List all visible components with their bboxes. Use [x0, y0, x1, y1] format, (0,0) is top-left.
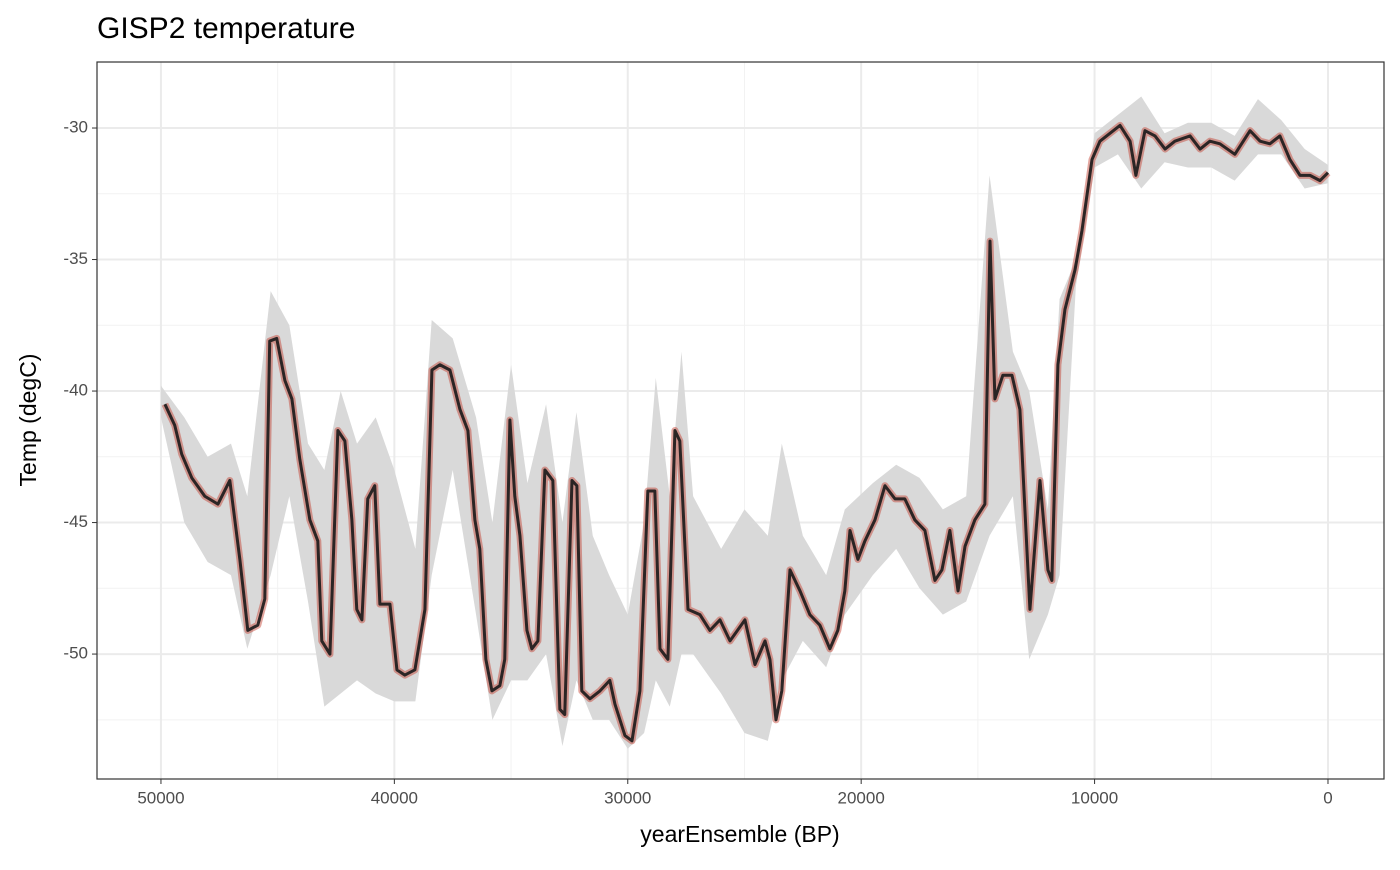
- y-tick-label: -45: [63, 512, 88, 531]
- x-tick-label: 10000: [1071, 788, 1118, 807]
- chart-title: GISP2 temperature: [97, 12, 355, 45]
- y-tick-label: -35: [63, 249, 88, 268]
- y-tick-label: -40: [63, 381, 88, 400]
- x-tick-label: 30000: [604, 788, 651, 807]
- y-tick-label: -50: [63, 644, 88, 663]
- x-tick-label: 0: [1323, 788, 1332, 807]
- x-tick-label: 40000: [371, 788, 418, 807]
- x-axis-title: yearEnsemble (BP): [640, 821, 839, 847]
- x-tick-label: 20000: [838, 788, 885, 807]
- y-tick-label: -30: [63, 118, 88, 137]
- x-tick-label: 50000: [137, 788, 184, 807]
- panel-border: [96, 61, 1385, 780]
- median-line: [163, 123, 1330, 743]
- uncertainty-band: [160, 96, 1328, 749]
- y-axis-title: Temp (degC): [15, 354, 41, 487]
